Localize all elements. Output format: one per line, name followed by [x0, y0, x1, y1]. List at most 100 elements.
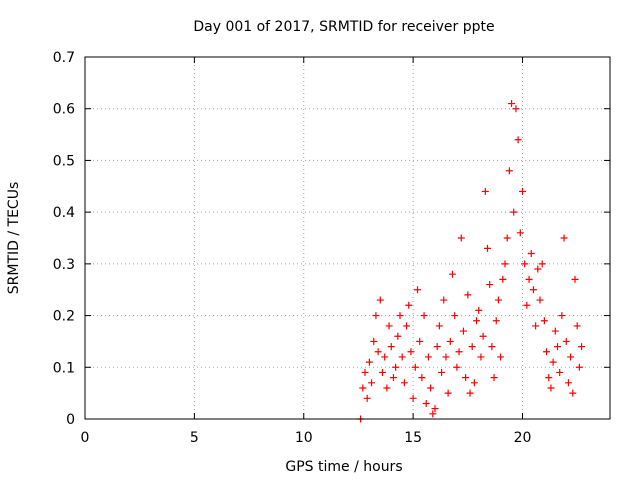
data-point	[451, 312, 459, 320]
data-point	[405, 301, 413, 309]
data-point	[457, 234, 465, 242]
data-point	[453, 363, 461, 371]
data-point	[462, 374, 470, 382]
data-point	[477, 353, 485, 361]
data-point	[484, 244, 491, 252]
data-point	[556, 368, 564, 376]
data-point	[562, 337, 570, 345]
y-tick-label: 0.4	[53, 205, 75, 221]
data-point	[573, 322, 581, 330]
data-point	[554, 343, 561, 351]
data-point	[571, 275, 579, 283]
grid-lines	[85, 57, 610, 419]
data-point	[503, 234, 511, 242]
data-point	[392, 363, 400, 371]
data-point	[547, 384, 555, 392]
data-point	[505, 167, 513, 175]
x-tick-label: 20	[514, 430, 532, 446]
data-point	[492, 317, 500, 325]
data-point	[514, 136, 522, 144]
data-point	[499, 275, 507, 283]
data-point	[374, 348, 382, 356]
data-point	[560, 234, 568, 242]
data-point	[379, 368, 386, 376]
data-point	[479, 332, 487, 340]
data-point	[418, 374, 426, 382]
data-point	[416, 337, 424, 345]
data-point	[529, 286, 537, 294]
data-point	[512, 105, 520, 113]
data-point	[532, 322, 540, 330]
data-point	[431, 405, 439, 413]
y-tick-label: 0.7	[53, 50, 75, 66]
data-point	[543, 348, 551, 356]
data-point	[508, 100, 516, 108]
x-tick-label: 15	[404, 430, 422, 446]
data-point	[370, 337, 378, 345]
data-point	[538, 260, 546, 268]
data-point	[409, 394, 417, 402]
data-point	[398, 353, 406, 361]
data-point	[523, 301, 531, 309]
data-point	[545, 374, 553, 382]
data-point	[427, 384, 435, 392]
data-point	[527, 250, 535, 258]
data-point	[497, 353, 505, 361]
data-point	[440, 296, 448, 304]
data-point	[525, 275, 533, 283]
data-point	[473, 317, 481, 325]
data-point	[359, 384, 367, 392]
y-tick-label: 0.1	[53, 360, 75, 376]
data-point	[466, 389, 474, 397]
chart-title: Day 001 of 2017, SRMTID for receiver ppt…	[193, 19, 494, 35]
data-point	[383, 384, 391, 392]
data-point	[455, 348, 463, 356]
data-point	[490, 374, 498, 382]
data-point	[403, 322, 411, 330]
data-point	[389, 374, 397, 382]
data-point	[446, 337, 454, 345]
data-point	[521, 260, 529, 268]
x-tick-label: 0	[81, 430, 90, 446]
x-tick-label: 5	[190, 430, 199, 446]
data-point	[549, 358, 557, 366]
data-point	[387, 343, 395, 351]
y-tick-label: 0	[66, 412, 75, 428]
data-point	[385, 322, 393, 330]
data-point	[433, 343, 441, 351]
data-point	[540, 317, 548, 325]
data-point	[488, 343, 496, 351]
data-point	[411, 363, 419, 371]
data-point	[534, 265, 542, 273]
data-point	[368, 379, 376, 387]
data-point	[510, 208, 518, 216]
y-tick-label: 0.3	[53, 257, 75, 273]
data-point	[438, 368, 446, 376]
data-point	[494, 296, 502, 304]
data-point	[551, 327, 559, 335]
data-point	[372, 312, 380, 320]
data-point	[519, 187, 526, 195]
data-point	[435, 322, 443, 330]
data-points	[357, 100, 586, 423]
data-point	[400, 379, 408, 387]
data-point	[516, 229, 524, 237]
y-tick-label: 0.5	[53, 153, 75, 169]
data-point	[407, 348, 415, 356]
data-point	[396, 312, 404, 320]
data-point	[422, 399, 430, 407]
data-point	[470, 379, 478, 387]
data-point	[376, 296, 384, 304]
data-point	[459, 327, 467, 335]
plot-frame	[84, 56, 611, 420]
data-point	[424, 353, 432, 361]
y-axis-label: SRMTID / TECUs	[6, 182, 22, 295]
data-point	[381, 353, 389, 361]
data-point	[567, 353, 575, 361]
data-point	[449, 270, 456, 278]
y-tick-label: 0.6	[53, 102, 75, 118]
data-point	[486, 281, 494, 289]
data-point	[564, 379, 572, 387]
data-point	[558, 312, 566, 320]
y-tick-label: 0.2	[53, 309, 75, 325]
